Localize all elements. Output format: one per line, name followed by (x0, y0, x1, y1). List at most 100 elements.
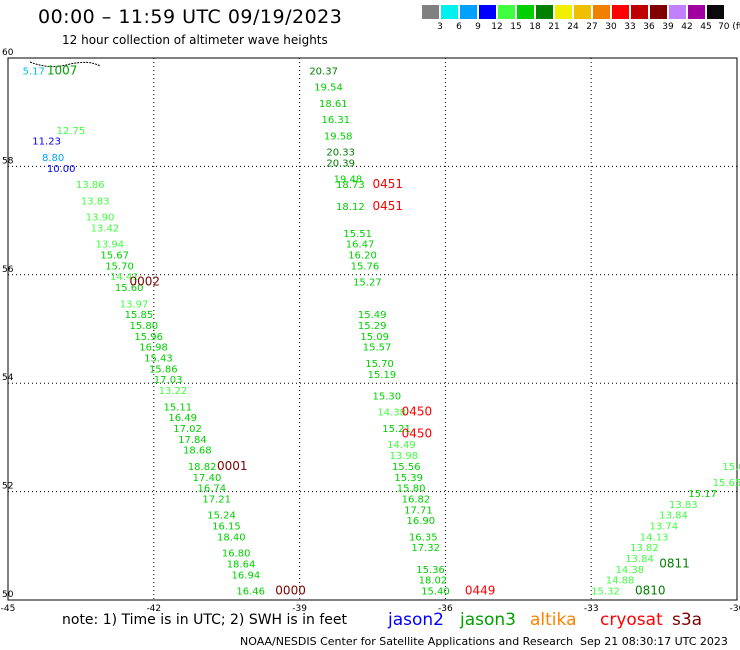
pass-time-label: 0451 (373, 199, 404, 213)
legend-swatch (688, 5, 705, 19)
legend-swatch (707, 5, 724, 19)
pass-time-label: 1007 (47, 63, 78, 77)
y-tick-label: 52 (2, 482, 13, 492)
wave-height-label: 15.19 (368, 370, 397, 381)
wave-height-label: 15.21 (382, 424, 411, 435)
wave-height-label: 19.54 (314, 83, 343, 94)
wave-height-label: 15.29 (358, 321, 387, 332)
wave-height-label: 15.11 (164, 402, 193, 413)
y-tick-label: 54 (2, 373, 14, 383)
wave-height-label: 10.00 (47, 164, 76, 175)
legend-swatch (517, 5, 534, 19)
legend-swatch (441, 5, 458, 19)
wave-height-label: 13.82 (630, 543, 659, 554)
satellite-altika-label: altika (530, 610, 577, 630)
legend-swatch (498, 5, 515, 19)
legend-swatch (669, 5, 686, 19)
wave-height-label: 8.80 (42, 153, 64, 164)
wave-height-label: 15.39 (394, 473, 423, 484)
wave-height-label: 14.88 (606, 576, 635, 587)
satellite-cryosat-label: cryosat (600, 610, 663, 630)
y-tick-label: 60 (2, 48, 14, 58)
legend-swatch (536, 5, 553, 19)
wave-height-label: 15.70 (105, 261, 134, 272)
satellite-jason2-label: jason2 (388, 610, 444, 630)
pass-time-label: 0001 (217, 459, 248, 473)
wave-height-label: 14.41 (110, 272, 139, 283)
wave-height-label: 16.20 (348, 251, 377, 262)
wave-height-label: 13.83 (669, 500, 698, 511)
legend-label: 27 (586, 22, 598, 32)
legend-label: 30 (605, 22, 617, 32)
wave-height-label: 17.03 (154, 375, 183, 386)
wave-height-label: 13.98 (390, 451, 419, 462)
wave-height-label: 14.13 (640, 532, 669, 543)
wave-height-label: 16.90 (407, 516, 436, 527)
wave-height-label: 15.80 (130, 321, 159, 332)
generated-timestamp: Sep 21 08:30:17 UTC 2023 (580, 635, 728, 648)
wave-height-label: 18.61 (319, 99, 348, 110)
legend-label: 21 (548, 22, 560, 32)
wave-height-label: 15.86 (149, 364, 178, 375)
pass-time-label: 0450 (402, 405, 433, 419)
wave-height-label: 11.23 (32, 137, 61, 148)
legend-label: 42 (681, 22, 693, 32)
legend-swatch (460, 5, 477, 19)
y-tick-label: 50 (2, 590, 14, 600)
x-tick-label: -45 (1, 604, 16, 614)
wave-height-label: 13.74 (650, 522, 679, 533)
legend-label: 9 (475, 22, 481, 32)
wave-height-label: 15.60 (115, 283, 144, 294)
wave-height-label: 20.33 (326, 148, 355, 159)
pass-time-label: 0449 (465, 584, 496, 598)
y-tick-label: 56 (2, 265, 14, 275)
pass-time-label: 0810 (635, 584, 666, 598)
wave-height-label: 15.85 (125, 310, 154, 321)
wave-height-label: 18.73 (336, 180, 365, 191)
wave-height-label: 13.97 (120, 299, 149, 310)
wave-height-label: 16.47 (346, 240, 375, 251)
satellite-jason3-label: jason3 (460, 610, 516, 630)
wave-height-label: 5.17 (23, 66, 45, 77)
wave-height-label: 15.30 (373, 391, 402, 402)
wave-height-label: 14.38 (377, 408, 406, 419)
wave-height-label: 12.75 (57, 126, 86, 137)
x-tick-label: -36 (438, 604, 453, 614)
wave-height-label: 16.82 (402, 494, 431, 505)
y-tick-label: 58 (2, 156, 14, 166)
wave-height-label: 13.83 (81, 196, 110, 207)
wave-height-label: 15.56 (392, 462, 421, 473)
wave-height-label: 16.35 (409, 532, 438, 543)
legend-swatch (422, 5, 439, 19)
wave-height-label: 18.02 (419, 576, 448, 587)
wave-height-label: 16.98 (139, 343, 168, 354)
wave-height-label: 15.76 (351, 261, 380, 272)
wave-height-label: 15.67 (100, 251, 129, 262)
wave-height-label: 15.57 (363, 343, 392, 354)
wave-height-label: 15.03 (722, 462, 740, 473)
legend-label: 39 (662, 22, 674, 32)
wave-height-label: 17.40 (193, 473, 222, 484)
wave-height-label: 15.80 (397, 484, 426, 495)
wave-height-label: 17.02 (173, 424, 202, 435)
wave-height-label: 13.84 (625, 554, 654, 565)
wave-height-label: 15.36 (416, 565, 445, 576)
satellite-s3a-label: s3a (672, 610, 703, 630)
wave-height-label: 14.49 (387, 440, 416, 451)
wave-height-label: 13.90 (86, 213, 115, 224)
plot-frame (7, 57, 738, 601)
wave-height-label: 16.31 (321, 115, 350, 126)
wave-height-label: 15.40 (421, 587, 450, 598)
wave-height-label: 13.22 (159, 386, 188, 397)
wave-height-label: 18.40 (217, 532, 246, 543)
wave-height-label: 15.32 (591, 587, 620, 598)
legend-label: 70 (ft) (718, 22, 740, 32)
wave-height-label: 13.42 (91, 223, 120, 234)
wave-height-label: 20.37 (309, 66, 338, 77)
wave-height-label: 17.84 (178, 435, 207, 446)
wave-height-label: 16.74 (198, 484, 227, 495)
wave-height-label: 19.48 (334, 175, 363, 186)
wave-height-label: 15.51 (343, 229, 372, 240)
x-tick-label: -39 (292, 604, 307, 614)
